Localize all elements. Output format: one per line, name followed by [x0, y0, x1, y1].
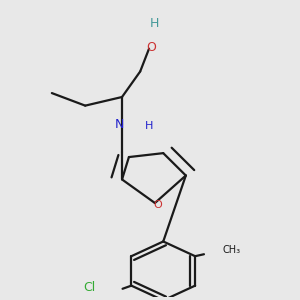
- Text: Cl: Cl: [83, 281, 96, 294]
- Text: N: N: [115, 118, 124, 131]
- Text: O: O: [146, 41, 156, 54]
- Text: H: H: [150, 17, 160, 30]
- Text: H: H: [145, 122, 153, 131]
- Text: CH₃: CH₃: [222, 245, 241, 255]
- Text: O: O: [153, 200, 162, 210]
